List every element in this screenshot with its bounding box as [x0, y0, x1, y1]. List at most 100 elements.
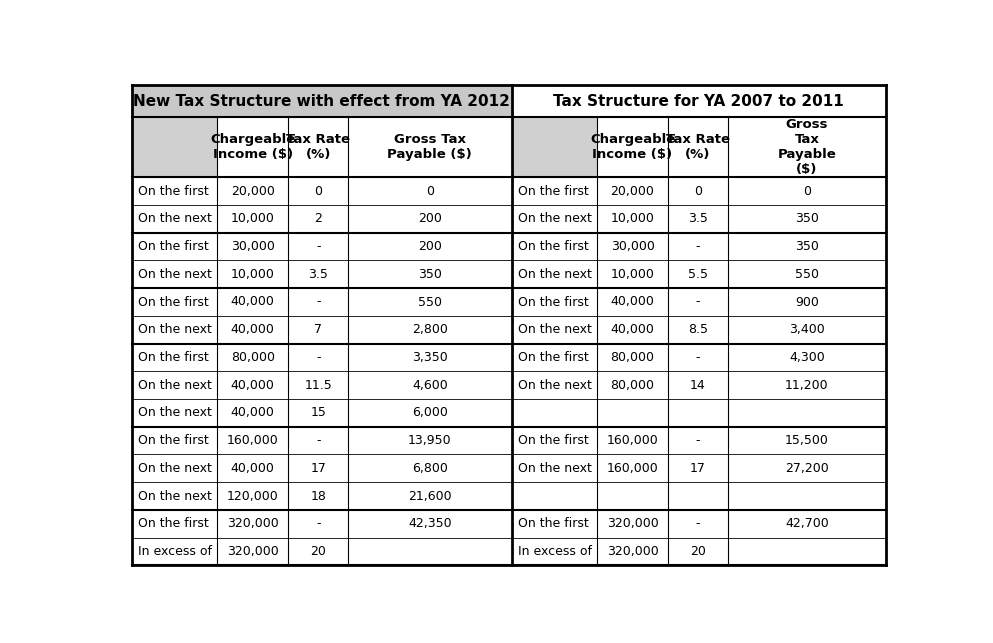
- Text: 14: 14: [690, 379, 706, 392]
- Bar: [597, 288, 668, 316]
- Bar: [668, 455, 728, 482]
- Bar: [217, 288, 288, 316]
- Bar: [349, 399, 511, 427]
- Bar: [349, 343, 511, 371]
- Bar: [217, 260, 288, 288]
- Bar: [728, 399, 886, 427]
- Text: On the next: On the next: [517, 212, 592, 225]
- Bar: [349, 427, 511, 455]
- Bar: [728, 177, 886, 205]
- Text: 15,500: 15,500: [784, 434, 829, 447]
- Text: 0: 0: [426, 185, 434, 197]
- Bar: [728, 538, 886, 565]
- Text: 40,000: 40,000: [611, 296, 654, 309]
- Bar: [288, 343, 349, 371]
- Text: On the next: On the next: [138, 462, 212, 475]
- Text: -: -: [316, 351, 321, 364]
- Bar: [288, 510, 349, 538]
- Bar: [597, 205, 668, 233]
- Bar: [511, 371, 597, 399]
- Bar: [668, 260, 728, 288]
- Bar: [217, 538, 288, 565]
- Text: 5.5: 5.5: [688, 267, 708, 281]
- Text: 6,000: 6,000: [412, 406, 448, 419]
- Bar: [349, 177, 511, 205]
- Bar: [597, 260, 668, 288]
- Bar: [511, 85, 886, 117]
- Bar: [597, 316, 668, 343]
- Text: On the first: On the first: [138, 185, 209, 197]
- Bar: [668, 510, 728, 538]
- Text: 320,000: 320,000: [607, 545, 658, 558]
- Text: 80,000: 80,000: [230, 351, 275, 364]
- Bar: [728, 205, 886, 233]
- Text: 900: 900: [795, 296, 819, 309]
- Text: 550: 550: [795, 267, 819, 281]
- Bar: [132, 538, 217, 565]
- Bar: [511, 427, 597, 455]
- Bar: [668, 371, 728, 399]
- Bar: [668, 427, 728, 455]
- Bar: [288, 177, 349, 205]
- Bar: [597, 343, 668, 371]
- Bar: [511, 260, 597, 288]
- Text: 320,000: 320,000: [226, 545, 279, 558]
- Bar: [132, 510, 217, 538]
- Bar: [728, 427, 886, 455]
- Bar: [349, 510, 511, 538]
- Text: On the next: On the next: [138, 489, 212, 503]
- Bar: [217, 343, 288, 371]
- Text: On the next: On the next: [517, 462, 592, 475]
- Text: -: -: [316, 517, 321, 530]
- Text: 550: 550: [418, 296, 442, 309]
- Text: On the next: On the next: [138, 323, 212, 336]
- Text: Tax Structure for YA 2007 to 2011: Tax Structure for YA 2007 to 2011: [553, 93, 844, 109]
- Text: 40,000: 40,000: [230, 406, 275, 419]
- Bar: [288, 288, 349, 316]
- Bar: [288, 260, 349, 288]
- Bar: [511, 510, 597, 538]
- Bar: [132, 455, 217, 482]
- Text: 40,000: 40,000: [611, 323, 654, 336]
- Bar: [597, 427, 668, 455]
- Bar: [511, 343, 597, 371]
- Bar: [349, 316, 511, 343]
- Text: 0: 0: [314, 185, 323, 197]
- Text: 320,000: 320,000: [607, 517, 658, 530]
- Text: 42,350: 42,350: [408, 517, 452, 530]
- Bar: [349, 233, 511, 260]
- Bar: [132, 117, 217, 177]
- Bar: [597, 538, 668, 565]
- Bar: [288, 455, 349, 482]
- Bar: [668, 538, 728, 565]
- Text: 350: 350: [795, 240, 819, 253]
- Text: 17: 17: [311, 462, 326, 475]
- Text: On the first: On the first: [517, 185, 589, 197]
- Bar: [217, 371, 288, 399]
- Bar: [728, 510, 886, 538]
- Bar: [132, 177, 217, 205]
- Text: 7: 7: [314, 323, 323, 336]
- Text: 10,000: 10,000: [230, 212, 275, 225]
- Text: 3,400: 3,400: [789, 323, 825, 336]
- Bar: [349, 371, 511, 399]
- Text: 10,000: 10,000: [611, 267, 654, 281]
- Bar: [728, 343, 886, 371]
- Bar: [288, 399, 349, 427]
- Bar: [728, 371, 886, 399]
- Text: 200: 200: [418, 240, 442, 253]
- Bar: [668, 177, 728, 205]
- Bar: [511, 117, 597, 177]
- Text: Gross
Tax
Payable
($): Gross Tax Payable ($): [778, 118, 836, 176]
- Bar: [511, 538, 597, 565]
- Text: 40,000: 40,000: [230, 462, 275, 475]
- Bar: [349, 260, 511, 288]
- Text: 3,350: 3,350: [412, 351, 448, 364]
- Text: 350: 350: [418, 267, 442, 281]
- Text: On the first: On the first: [138, 296, 209, 309]
- Bar: [288, 233, 349, 260]
- Text: On the next: On the next: [138, 267, 212, 281]
- Bar: [511, 177, 597, 205]
- Bar: [349, 455, 511, 482]
- Bar: [288, 371, 349, 399]
